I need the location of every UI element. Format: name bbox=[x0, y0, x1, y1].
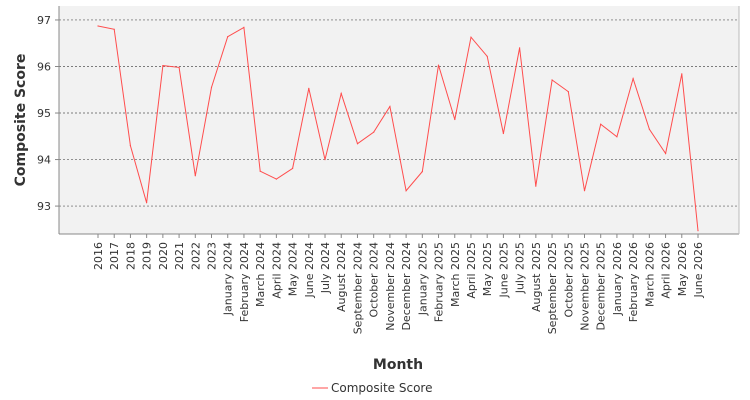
data-point bbox=[600, 123, 602, 125]
x-tick-label: November 2025 bbox=[578, 242, 591, 331]
data-point bbox=[665, 152, 667, 155]
x-tick-label: 2016 bbox=[92, 242, 105, 270]
data-point bbox=[308, 87, 310, 89]
data-point bbox=[583, 190, 586, 192]
y-tick-label: 95 bbox=[37, 107, 51, 120]
x-tick-label: February 2025 bbox=[433, 242, 446, 322]
x-tick-label: 2022 bbox=[189, 242, 202, 270]
series-layer bbox=[97, 25, 699, 232]
x-tick-label: January 2024 bbox=[222, 242, 235, 316]
x-tick-label: 2020 bbox=[157, 242, 170, 270]
data-point bbox=[227, 36, 229, 38]
plot-background bbox=[59, 6, 739, 234]
x-tick-label: 2023 bbox=[206, 242, 219, 270]
data-point bbox=[194, 175, 196, 177]
data-point bbox=[113, 28, 115, 30]
data-point bbox=[373, 131, 375, 133]
data-point bbox=[340, 92, 342, 95]
data-point bbox=[567, 91, 569, 93]
data-point bbox=[632, 78, 634, 80]
x-tick-label: 2017 bbox=[108, 242, 121, 270]
data-point bbox=[421, 171, 423, 173]
x-tick-label: July 2025 bbox=[514, 242, 527, 294]
data-point bbox=[616, 136, 618, 138]
data-point bbox=[551, 79, 553, 81]
x-tick-label: November 2024 bbox=[384, 242, 397, 331]
x-ticks: 2016 2017 2018 2019 2020 2021 2022 2023 January … bbox=[92, 234, 705, 334]
data-point bbox=[405, 190, 407, 192]
x-tick-label: March 2025 bbox=[449, 242, 462, 307]
x-tick-label: October 2024 bbox=[368, 242, 381, 318]
x-tick-label: June 2024 bbox=[303, 242, 316, 298]
x-tick-label: December 2025 bbox=[595, 242, 608, 331]
x-tick-label: May 2026 bbox=[676, 242, 689, 296]
x-tick-label: June 2026 bbox=[692, 242, 705, 298]
data-point bbox=[259, 170, 261, 172]
data-point bbox=[178, 66, 180, 68]
x-tick-label: January 2025 bbox=[416, 242, 429, 316]
data-point bbox=[129, 145, 131, 147]
x-tick-label: October 2025 bbox=[562, 242, 575, 318]
data-point bbox=[210, 86, 213, 88]
y-ticks: 93 94 95 96 97 bbox=[37, 14, 59, 213]
x-tick-label: April 2025 bbox=[465, 242, 478, 299]
x-tick-label: May 2025 bbox=[481, 242, 494, 296]
series-line bbox=[97, 25, 699, 231]
x-tick-label: April 2026 bbox=[660, 242, 673, 299]
x-tick-label: March 2026 bbox=[643, 242, 656, 307]
data-point bbox=[502, 132, 504, 135]
x-tick-label: August 2025 bbox=[530, 242, 543, 312]
y-tick-label: 97 bbox=[37, 14, 51, 27]
x-tick-label: July 2024 bbox=[319, 242, 332, 294]
data-point bbox=[681, 73, 683, 75]
x-tick-label: June 2025 bbox=[497, 242, 510, 298]
x-tick-label: 2019 bbox=[141, 242, 154, 270]
x-tick-label: January 2026 bbox=[611, 242, 624, 316]
x-tick-label: August 2024 bbox=[335, 242, 348, 312]
data-point bbox=[389, 105, 391, 108]
y-tick-label: 93 bbox=[37, 200, 51, 213]
x-tick-label: September 2025 bbox=[546, 242, 559, 334]
x-tick-label: February 2024 bbox=[238, 242, 251, 322]
x-axis-title: Month bbox=[373, 357, 423, 373]
data-point bbox=[535, 185, 537, 187]
x-tick-label: April 2024 bbox=[270, 242, 283, 299]
y-tick-label: 94 bbox=[37, 154, 51, 167]
legend-label: Composite Score bbox=[331, 381, 432, 395]
x-tick-label: 2018 bbox=[124, 242, 137, 270]
x-tick-label: December 2024 bbox=[400, 242, 413, 331]
data-point bbox=[697, 230, 699, 232]
x-tick-label: March 2024 bbox=[254, 242, 267, 307]
data-point bbox=[97, 25, 99, 27]
data-point bbox=[324, 159, 326, 161]
data-point bbox=[243, 26, 245, 28]
data-point bbox=[648, 128, 651, 130]
data-point bbox=[454, 118, 456, 121]
x-tick-label: February 2026 bbox=[627, 242, 640, 322]
data-point bbox=[162, 65, 164, 67]
x-tick-label: May 2024 bbox=[287, 242, 300, 296]
data-point bbox=[292, 167, 294, 169]
data-point bbox=[356, 143, 359, 145]
x-tick-label: September 2024 bbox=[351, 242, 364, 334]
data-point bbox=[486, 55, 488, 57]
data-point bbox=[470, 36, 472, 38]
data-point bbox=[519, 47, 521, 49]
y-axis-title: Composite Score bbox=[13, 54, 29, 187]
x-tick-label: 2021 bbox=[173, 242, 186, 270]
data-point bbox=[437, 64, 440, 66]
y-tick-label: 96 bbox=[37, 60, 51, 73]
data-point bbox=[275, 178, 277, 180]
legend: Composite Score bbox=[312, 381, 432, 395]
data-point bbox=[146, 202, 148, 204]
